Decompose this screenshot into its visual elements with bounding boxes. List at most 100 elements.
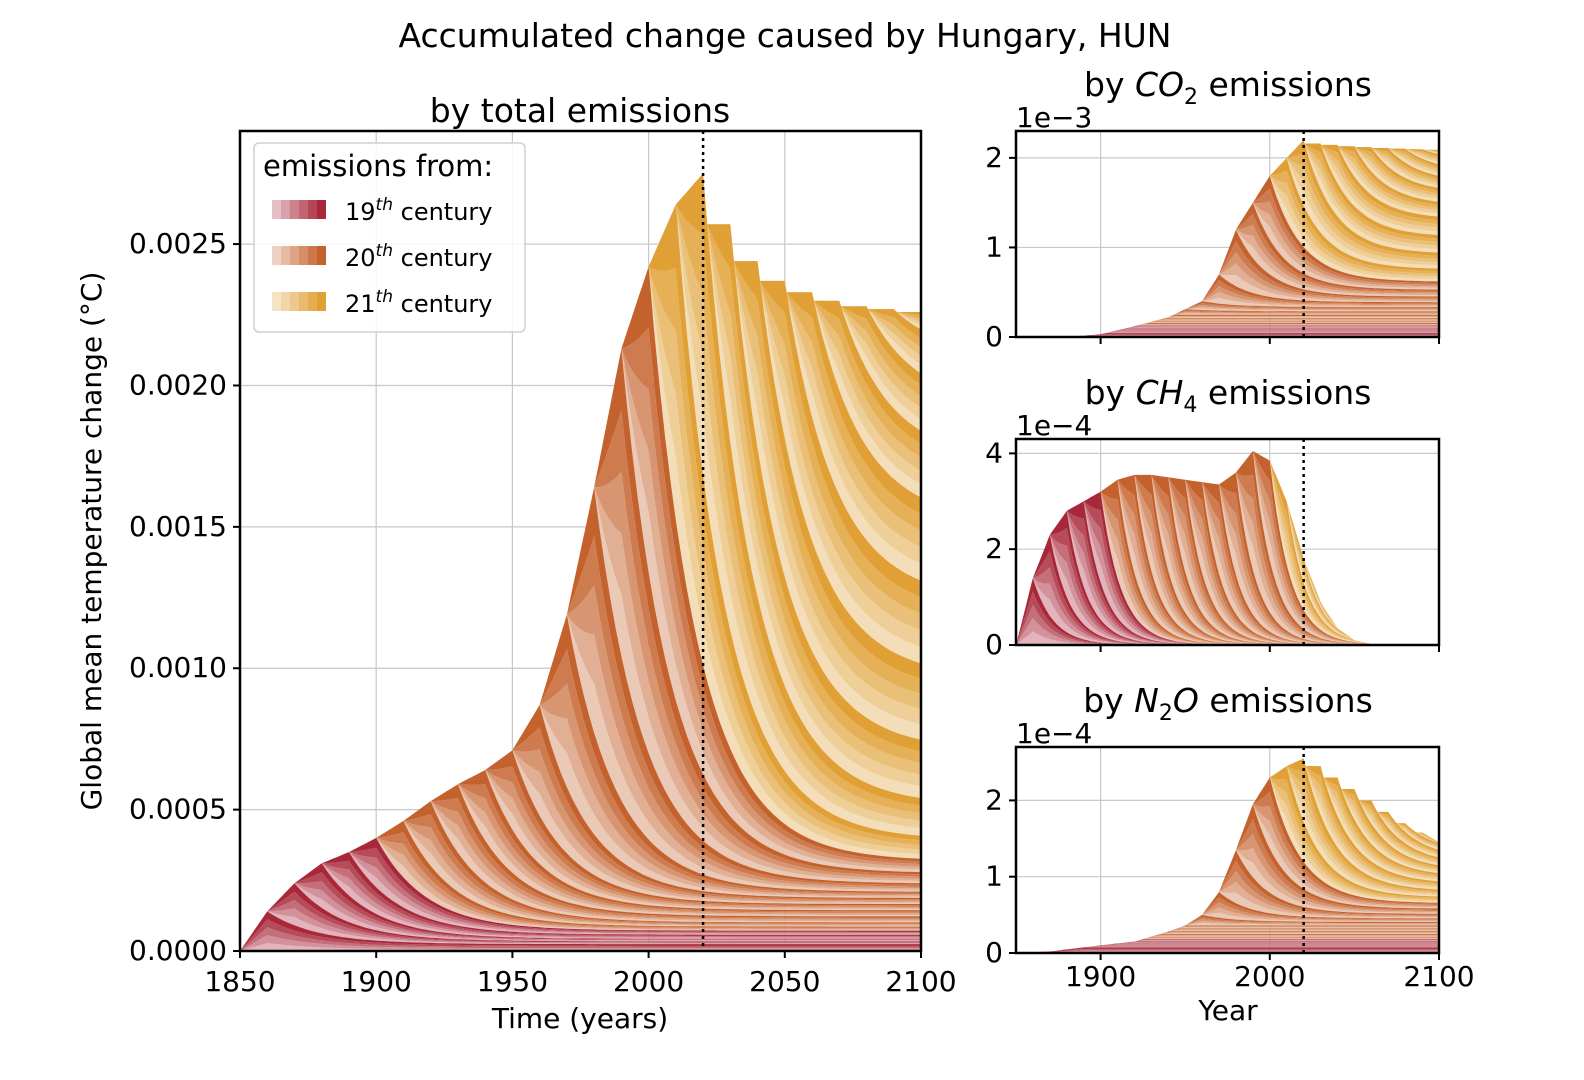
y-tick-label: 0.0005 — [129, 793, 227, 826]
ch4-offset-text: 1e−4 — [1016, 409, 1092, 442]
legend-swatch-segment — [299, 292, 308, 311]
legend-frame — [253, 142, 526, 333]
co2-axes-frame — [1014, 129, 1441, 339]
y-tick-label: 0.0015 — [129, 510, 227, 543]
area-band-decade-1940 — [240, 770, 921, 951]
legend-swatch-segment — [290, 246, 299, 265]
co2-areas — [1016, 140, 1439, 337]
x-tick-label: 2000 — [1234, 960, 1305, 993]
co2-chart: by CO2 emissions 1e−3 012 — [985, 65, 1441, 353]
area-band-decade-1870 — [1016, 528, 1439, 645]
n2o-offset-text: 1e−4 — [1016, 717, 1092, 750]
area-band-decade-1950 — [1016, 308, 1439, 337]
y-tick-label: 0 — [985, 936, 1003, 969]
legend-swatch-segment — [299, 246, 308, 265]
legend-swatch-segment — [317, 246, 326, 265]
legend-swatch-21st — [272, 292, 326, 311]
y-tick-label: 0 — [985, 320, 1003, 353]
area-band-decade-1850 — [1016, 332, 1439, 337]
co2-title-species: CO — [1135, 65, 1184, 104]
area-band-decade-1960 — [240, 649, 921, 951]
area-band-decade-2020 — [240, 214, 921, 951]
ch4-axes-frame — [1014, 437, 1441, 647]
x-tick-label: 2100 — [1403, 960, 1474, 993]
y-tick-label: 0.0025 — [129, 227, 227, 260]
x-tick-label: 1900 — [1065, 960, 1136, 993]
area-band-decade-1900 — [240, 837, 921, 951]
area-band-decade-1890 — [1016, 501, 1439, 645]
area-band-decade-2060 — [240, 297, 921, 951]
area-band-decade-1950 — [1016, 921, 1439, 953]
figure-title: Accumulated change caused by Hungary, HU… — [399, 16, 1172, 55]
x-tick-label: 2000 — [613, 965, 684, 998]
legend-label-19th: 19th century — [345, 195, 493, 226]
legend: emissions from: 19th century 20th centur… — [253, 142, 526, 333]
area-band-decade-1850 — [1016, 948, 1439, 953]
area-band-decade-1900 — [1016, 479, 1439, 645]
area-band-decade-2020 — [1016, 141, 1439, 337]
area-band-decade-2060 — [1016, 809, 1439, 953]
area-band-decade-1850 — [1016, 949, 1439, 953]
ch4-ticks: 0 2 4 — [985, 436, 1440, 661]
main-chart-title: by total emissions — [430, 91, 730, 130]
y-tick-label: 0.0010 — [129, 651, 227, 684]
main-chart: by total emissions 1850 1900 1950 2000 2050 2… — [75, 91, 957, 1035]
legend-swatch-segment — [308, 200, 317, 219]
area-band-decade-1950 — [1016, 306, 1439, 337]
legend-text: century — [393, 244, 493, 272]
n2o-title-sub: 2 — [1159, 701, 1173, 726]
y-tick-label: 2 — [985, 783, 1003, 816]
n2o-title-prefix: by — [1083, 681, 1134, 720]
co2-ticks: 0 1 2 — [985, 141, 1440, 353]
area-band-decade-1900 — [240, 837, 921, 951]
ch4-chart-title: by CH4 emissions — [1085, 373, 1372, 418]
legend-swatch-segment — [281, 246, 290, 265]
co2-title-prefix: by — [1084, 65, 1135, 104]
co2-title-suffix: emissions — [1198, 65, 1372, 104]
area-band-decade-1970 — [1016, 252, 1439, 337]
legend-swatch-segment — [281, 292, 290, 311]
area-band-decade-1850 — [1016, 333, 1439, 337]
y-tick-label: 1 — [985, 860, 1003, 893]
area-band-decade-1860 — [240, 911, 921, 951]
area-band-decade-1850 — [1016, 947, 1439, 953]
area-band-decade-1970 — [1016, 474, 1439, 645]
legend-num: 20 — [345, 244, 376, 272]
ch4-title-suffix: emissions — [1197, 373, 1371, 412]
co2-title-sub: 2 — [1184, 85, 1198, 110]
legend-swatch-segment — [290, 292, 299, 311]
n2o-x-axis-label: Year — [1197, 994, 1258, 1027]
area-band-decade-1850 — [1016, 631, 1439, 645]
ch4-areas — [1016, 451, 1439, 645]
co2-chart-title: by CO2 emissions — [1084, 65, 1372, 110]
x-tick-label: 1900 — [341, 965, 412, 998]
area-band-decade-2020 — [1016, 764, 1439, 953]
legend-title: emissions from: — [263, 149, 493, 183]
area-band-decade-1880 — [240, 863, 921, 951]
ch4-title-species: CH — [1136, 373, 1184, 412]
main-ticks: 1850 1900 1950 2000 2050 2100 0.0000 0.0005 0.00… — [129, 227, 957, 998]
legend-swatch-segment — [272, 292, 281, 311]
n2o-ticks: 1900 2000 2100 0 1 2 — [985, 783, 1474, 993]
legend-text: century — [393, 198, 493, 226]
legend-num: 19 — [345, 198, 376, 226]
legend-swatch-segment — [272, 246, 281, 265]
x-tick-label: 2100 — [885, 965, 956, 998]
area-band-decade-1870 — [240, 883, 921, 951]
y-tick-label: 0 — [985, 628, 1003, 661]
area-band-decade-1950 — [1016, 474, 1439, 645]
area-band-decade-2010 — [1016, 157, 1439, 337]
legend-swatch-segment — [299, 200, 308, 219]
legend-swatch-segment — [308, 246, 317, 265]
n2o-title-suffix: emissions — [1199, 681, 1373, 720]
y-tick-label: 0.0000 — [129, 934, 227, 967]
n2o-title-species: N — [1134, 681, 1159, 720]
legend-swatch-segment — [317, 292, 326, 311]
n2o-title-species2: O — [1173, 681, 1199, 720]
legend-swatch-segment — [281, 200, 290, 219]
area-band-decade-1890 — [240, 847, 921, 951]
legend-text: century — [393, 290, 493, 318]
co2-offset-text: 1e−3 — [1016, 101, 1092, 134]
